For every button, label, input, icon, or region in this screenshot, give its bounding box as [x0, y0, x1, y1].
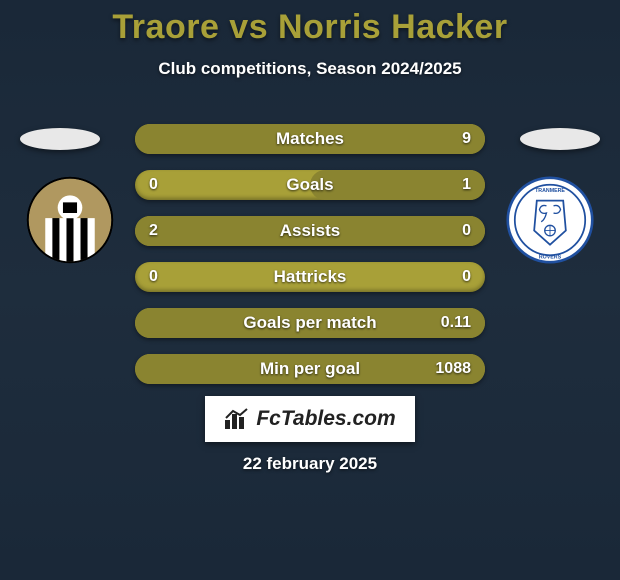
club-crest-right: TRANMERE ROVERS [506, 176, 594, 264]
stat-label: Goals [286, 175, 333, 195]
tranmere-rovers-crest-icon: TRANMERE ROVERS [506, 176, 594, 264]
player-oval-right [520, 128, 600, 150]
svg-text:ROVERS: ROVERS [539, 255, 562, 261]
player-oval-left [20, 128, 100, 150]
brand-badge: FcTables.com [205, 396, 415, 442]
stat-left-value: 2 [149, 222, 158, 240]
stat-label: Hattricks [274, 267, 347, 287]
stat-row-goals: 0 Goals 1 [135, 170, 485, 200]
stat-right-value: 9 [462, 130, 471, 148]
stat-right-value: 0 [462, 222, 471, 240]
stat-row-hattricks: 0 Hattricks 0 [135, 262, 485, 292]
notts-county-crest-icon [26, 176, 114, 264]
stat-label: Min per goal [260, 359, 360, 379]
club-crest-left [26, 176, 114, 264]
stat-label: Matches [276, 129, 344, 149]
subtitle: Club competitions, Season 2024/2025 [0, 59, 620, 79]
chart-icon [224, 408, 250, 430]
stat-fill [310, 170, 485, 200]
stats-container: Matches 9 0 Goals 1 2 Assists 0 0 Hattri… [135, 124, 485, 400]
stat-row-matches: Matches 9 [135, 124, 485, 154]
stat-label: Goals per match [243, 313, 376, 333]
brand-text: FcTables.com [256, 407, 395, 431]
stat-left-value: 0 [149, 176, 158, 194]
date-text: 22 february 2025 [0, 454, 620, 474]
stat-row-goals-per-match: Goals per match 0.11 [135, 308, 485, 338]
stat-right-value: 0 [462, 268, 471, 286]
stat-right-value: 0.11 [441, 314, 471, 332]
page-title: Traore vs Norris Hacker [0, 0, 620, 47]
stat-right-value: 1088 [435, 360, 471, 378]
stat-label: Assists [280, 221, 340, 241]
stat-row-min-per-goal: Min per goal 1088 [135, 354, 485, 384]
svg-text:TRANMERE: TRANMERE [535, 188, 565, 194]
stat-left-value: 0 [149, 268, 158, 286]
stat-row-assists: 2 Assists 0 [135, 216, 485, 246]
stat-right-value: 1 [462, 176, 471, 194]
